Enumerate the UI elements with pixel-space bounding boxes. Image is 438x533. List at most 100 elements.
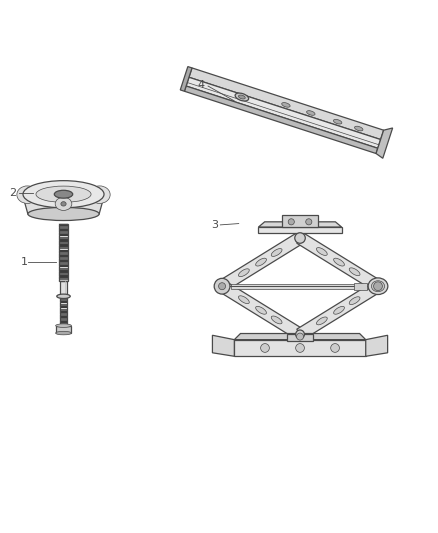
Polygon shape [180,67,192,91]
Bar [59,244,68,247]
Bar [60,321,67,323]
Bar [59,224,68,226]
Bar [60,318,67,321]
Bar [60,299,67,301]
Circle shape [297,333,304,340]
Bar [60,280,67,296]
Bar [59,260,68,262]
Bar [59,276,68,278]
Circle shape [296,330,304,339]
Ellipse shape [271,316,282,324]
Ellipse shape [334,306,344,314]
Polygon shape [297,233,381,292]
Ellipse shape [56,324,71,327]
Ellipse shape [256,306,266,314]
Bar [59,262,68,265]
Polygon shape [234,334,366,340]
Polygon shape [297,281,381,340]
Polygon shape [258,222,342,227]
Circle shape [295,233,305,243]
Bar [59,239,68,241]
Bar [59,226,68,229]
Ellipse shape [61,201,66,206]
Polygon shape [366,335,388,356]
Circle shape [214,278,230,294]
Ellipse shape [28,207,99,221]
Text: 4: 4 [198,80,205,90]
Bar [60,296,67,298]
Ellipse shape [57,294,70,298]
Ellipse shape [349,268,360,276]
Circle shape [219,282,226,290]
Circle shape [374,282,382,290]
Ellipse shape [239,95,245,99]
Ellipse shape [56,332,71,335]
Ellipse shape [55,197,72,211]
Bar [59,257,68,260]
Bar [60,316,67,318]
Text: 3: 3 [211,220,218,230]
Ellipse shape [89,186,110,204]
Bar [60,323,67,326]
Bar [60,313,67,316]
Ellipse shape [36,186,91,203]
Text: 2: 2 [10,188,17,198]
Bar [60,304,67,306]
Bar [59,223,68,280]
Ellipse shape [54,190,73,198]
Polygon shape [219,233,303,292]
Bar [59,231,68,234]
Ellipse shape [333,119,342,124]
Polygon shape [258,227,342,233]
Bar [59,237,68,239]
Circle shape [331,344,339,352]
Ellipse shape [17,186,38,204]
Polygon shape [354,282,367,290]
Bar [59,278,68,280]
Bar [59,252,68,254]
Bar [59,234,68,237]
Bar [287,334,313,341]
Bar [56,326,71,333]
Circle shape [288,219,294,225]
Bar [60,311,67,313]
Ellipse shape [256,258,266,266]
Ellipse shape [317,248,327,255]
Circle shape [306,219,312,225]
Bar [59,265,68,268]
Bar [231,284,369,289]
Bar [60,296,67,326]
Ellipse shape [239,296,249,304]
Bar [282,215,318,227]
Ellipse shape [307,111,315,115]
Ellipse shape [282,102,290,107]
Bar [234,340,366,356]
Polygon shape [189,68,384,140]
Ellipse shape [271,248,282,256]
Circle shape [296,344,304,352]
Ellipse shape [334,258,344,266]
Bar [60,306,67,309]
Bar [59,268,68,270]
Bar [59,249,68,252]
Polygon shape [23,197,104,214]
Ellipse shape [371,281,385,292]
Text: 1: 1 [21,257,28,267]
Bar [59,242,68,244]
Ellipse shape [235,93,249,101]
Ellipse shape [349,297,360,304]
Bar [59,273,68,275]
Bar [59,255,68,257]
Polygon shape [186,77,381,148]
Polygon shape [212,335,234,356]
Circle shape [261,344,269,352]
Bar [60,301,67,303]
Bar [60,309,67,311]
Polygon shape [219,281,303,340]
Polygon shape [376,128,392,158]
Ellipse shape [317,317,327,325]
Bar [59,229,68,231]
Ellipse shape [368,278,388,295]
Polygon shape [184,86,378,154]
Ellipse shape [354,126,363,131]
